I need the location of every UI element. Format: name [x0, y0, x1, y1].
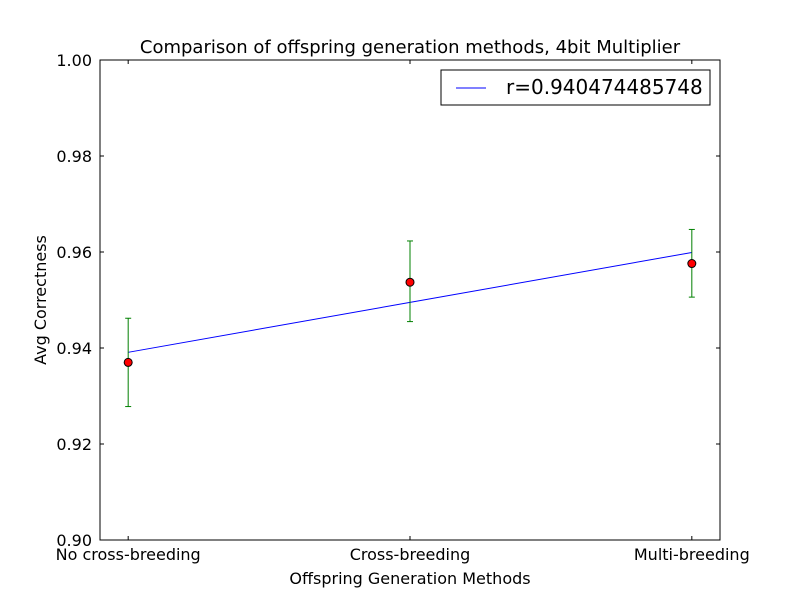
plot-area: 0.90 0.92 0.94 0.96 0.98 1.00 No cross-breedin… — [56, 51, 750, 564]
plot-frame — [99, 59, 721, 541]
y-axis-label: Avg Correctness — [31, 235, 50, 365]
y-tick-label: 0.98 — [56, 147, 92, 166]
x-tick-label: Multi-breeding — [634, 545, 750, 564]
x-axis-label: Offspring Generation Methods — [289, 569, 530, 588]
chart-title: Comparison of offspring generation metho… — [140, 37, 681, 58]
y-tick-label: 0.90 — [56, 531, 92, 550]
y-tick-label: 0.96 — [56, 243, 92, 262]
legend-label: r=0.940474485748 — [506, 75, 703, 99]
y-tick-label: 1.00 — [56, 51, 92, 70]
data-point — [405, 277, 415, 287]
x-tick-label: No cross-breeding — [56, 545, 201, 564]
y-tick-label: 0.94 — [56, 339, 92, 358]
legend: r=0.940474485748 — [440, 69, 711, 106]
data-point — [687, 259, 697, 269]
x-tick-label: Cross-breeding — [350, 545, 471, 564]
y-tick-label: 0.92 — [56, 435, 92, 454]
data-point — [123, 357, 133, 367]
